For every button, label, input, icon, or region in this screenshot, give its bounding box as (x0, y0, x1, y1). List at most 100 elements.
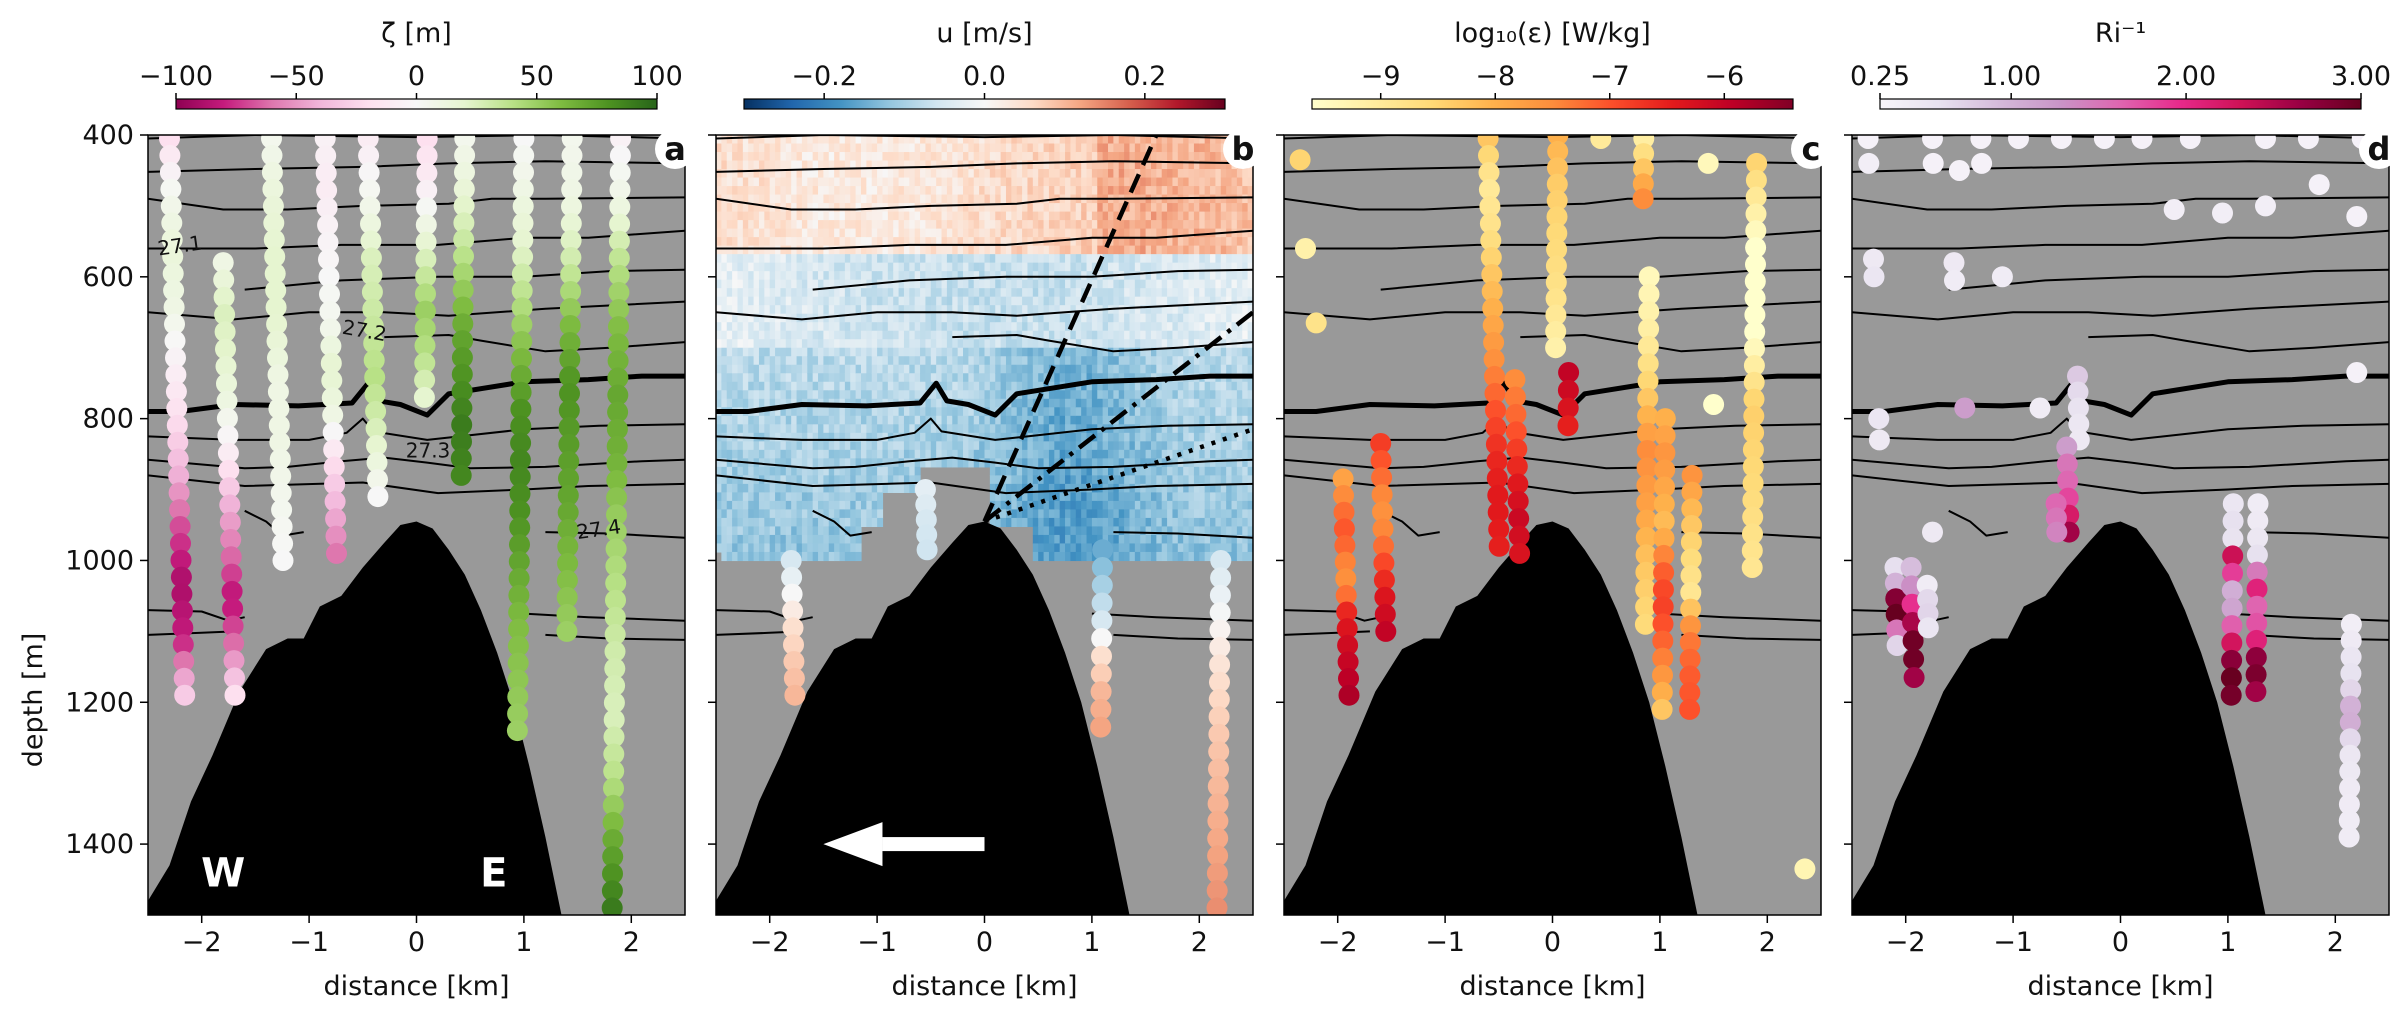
colorbar-tick-label: 100 (631, 61, 683, 92)
velocity-cell (1000, 441, 1007, 451)
velocity-cell (882, 407, 889, 417)
velocity-cell (925, 169, 932, 179)
velocity-cell (1070, 228, 1077, 238)
velocity-cell (839, 339, 846, 349)
velocity-cell (1108, 169, 1114, 179)
velocity-cell (930, 237, 937, 247)
velocity-cell (1070, 373, 1077, 383)
velocity-cell (758, 228, 765, 238)
velocity-cell (1134, 356, 1141, 366)
velocity-cell (898, 407, 905, 417)
velocity-cell (957, 135, 964, 145)
velocity-cell (930, 160, 937, 170)
velocity-cell (925, 441, 932, 451)
velocity-cell (1102, 186, 1109, 196)
velocity-cell (1043, 466, 1050, 476)
velocity-cell (903, 177, 910, 187)
velocity-cell (1113, 305, 1120, 315)
velocity-cell (1156, 220, 1163, 230)
velocity-cell (1102, 245, 1109, 255)
velocity-cell (1005, 245, 1012, 255)
velocity-cell (1188, 330, 1195, 340)
velocity-cell (844, 364, 851, 374)
velocity-cell (1161, 432, 1168, 442)
velocity-cell (1102, 517, 1109, 528)
velocity-cell (742, 381, 749, 391)
velocity-cell (737, 364, 744, 374)
velocity-cell (850, 169, 857, 179)
velocity-cell (860, 492, 867, 502)
velocity-cell (1113, 381, 1120, 391)
velocity-cell (726, 483, 733, 493)
velocity-cell (1156, 526, 1163, 536)
velocity-cell (1070, 254, 1077, 264)
velocity-cell (1048, 262, 1055, 272)
velocity-cell (812, 492, 819, 502)
velocity-cell (1086, 441, 1093, 451)
velocity-cell (716, 415, 722, 425)
velocity-cell (979, 271, 986, 281)
velocity-cell (893, 356, 900, 366)
velocity-cell (716, 220, 722, 230)
velocity-cell (1065, 296, 1072, 306)
velocity-cell (984, 135, 991, 145)
velocity-cell (1172, 143, 1179, 153)
velocity-cell (887, 143, 894, 153)
velocity-cell (1156, 534, 1163, 545)
velocity-cell (946, 347, 953, 357)
velocity-cell (1032, 296, 1039, 306)
velocity-cell (1038, 160, 1045, 170)
velocity-cell (1091, 237, 1098, 247)
velocity-cell (758, 398, 765, 408)
velocity-cell (860, 364, 867, 374)
velocity-cell (1027, 432, 1034, 442)
velocity-cell (812, 237, 819, 247)
velocity-cell (1199, 390, 1206, 400)
velocity-cell (721, 424, 728, 434)
velocity-cell (850, 347, 857, 357)
velocity-cell (834, 466, 841, 476)
velocity-cell (1054, 220, 1061, 230)
velocity-cell (1129, 262, 1136, 272)
velocity-cell (1193, 305, 1200, 315)
velocity-cell (844, 322, 851, 332)
velocity-cell (1188, 211, 1195, 221)
velocity-cell (1022, 228, 1029, 238)
velocity-cell (946, 152, 953, 162)
velocity-cell (1177, 288, 1184, 298)
data-point (216, 373, 237, 395)
velocity-cell (850, 254, 857, 264)
data-point (164, 330, 186, 352)
velocity-cell (1118, 373, 1125, 383)
velocity-cell (941, 228, 948, 238)
velocity-cell (850, 466, 857, 476)
velocity-cell (716, 339, 722, 349)
velocity-cell (716, 228, 722, 238)
velocity-cell (871, 186, 878, 196)
velocity-cell (1150, 279, 1157, 289)
velocity-cell (1000, 186, 1007, 196)
velocity-cell (1134, 364, 1141, 374)
velocity-cell (823, 492, 830, 502)
velocity-cell (1054, 390, 1061, 400)
velocity-cell (1134, 415, 1141, 425)
velocity-cell (780, 237, 787, 247)
velocity-cell (1167, 296, 1174, 306)
velocity-cell (1177, 279, 1184, 289)
velocity-cell (893, 364, 900, 374)
velocity-cell (855, 169, 862, 179)
velocity-cell (1043, 203, 1050, 213)
data-point (559, 383, 580, 404)
velocity-cell (903, 143, 910, 153)
velocity-cell (1113, 322, 1120, 332)
velocity-cell (1075, 390, 1082, 400)
velocity-cell (1193, 551, 1200, 562)
velocity-cell (753, 551, 760, 562)
velocity-cell (1226, 543, 1233, 553)
velocity-cell (871, 356, 878, 366)
velocity-cell (1000, 313, 1007, 323)
velocity-cell (1156, 398, 1163, 408)
velocity-cell (973, 228, 980, 238)
data-point (603, 777, 624, 799)
velocity-cell (839, 347, 846, 357)
